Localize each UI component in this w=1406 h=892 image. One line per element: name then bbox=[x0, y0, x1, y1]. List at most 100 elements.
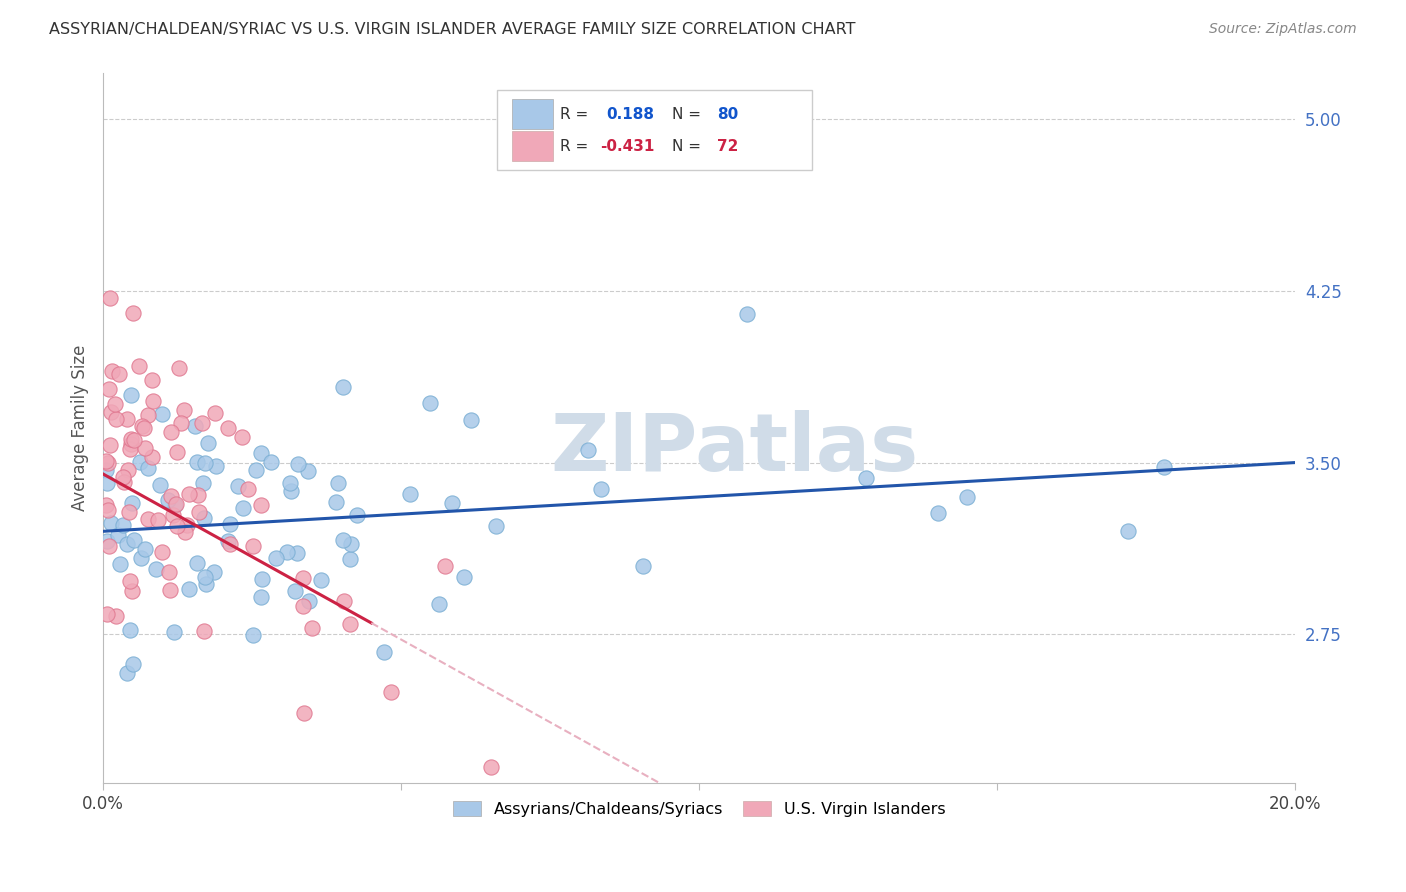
Point bbox=[142, 393, 165, 408]
Point bbox=[170, 416, 193, 430]
Point bbox=[96, 533, 118, 548]
Point bbox=[136, 511, 159, 525]
Point bbox=[101, 364, 124, 378]
Point bbox=[231, 430, 253, 444]
Text: 0.188: 0.188 bbox=[606, 106, 654, 121]
Point bbox=[100, 516, 122, 531]
Point bbox=[112, 475, 135, 490]
Point bbox=[250, 591, 273, 605]
Point bbox=[193, 476, 215, 491]
FancyBboxPatch shape bbox=[512, 131, 553, 161]
Point bbox=[131, 419, 153, 434]
Point bbox=[112, 518, 135, 533]
Point bbox=[136, 461, 159, 475]
Point bbox=[118, 574, 141, 588]
Point bbox=[156, 492, 179, 507]
Point bbox=[205, 458, 228, 473]
Point bbox=[219, 517, 242, 532]
Point bbox=[100, 438, 122, 452]
Point bbox=[956, 490, 979, 504]
Point bbox=[194, 456, 217, 470]
Point bbox=[250, 446, 273, 460]
Point bbox=[187, 488, 209, 502]
Point bbox=[157, 565, 180, 579]
Point bbox=[187, 505, 209, 519]
Text: ZIPatlas: ZIPatlas bbox=[551, 410, 920, 489]
Legend: Assyrians/Chaldeans/Syriacs, U.S. Virgin Islanders: Assyrians/Chaldeans/Syriacs, U.S. Virgin… bbox=[444, 793, 953, 825]
FancyBboxPatch shape bbox=[496, 90, 813, 170]
Text: ASSYRIAN/CHALDEAN/SYRIAC VS U.S. VIRGIN ISLANDER AVERAGE FAMILY SIZE CORRELATION: ASSYRIAN/CHALDEAN/SYRIAC VS U.S. VIRGIN … bbox=[49, 22, 856, 37]
Point bbox=[250, 498, 273, 512]
Point bbox=[173, 525, 195, 540]
Point bbox=[150, 407, 173, 421]
Text: 72: 72 bbox=[717, 139, 738, 153]
Point bbox=[242, 628, 264, 642]
Point bbox=[121, 495, 143, 509]
Point bbox=[346, 508, 368, 522]
Point bbox=[166, 445, 188, 459]
Point bbox=[332, 533, 354, 547]
Point bbox=[117, 463, 139, 477]
Point bbox=[104, 397, 127, 411]
Point bbox=[122, 533, 145, 547]
Point bbox=[232, 501, 254, 516]
Point bbox=[96, 607, 118, 621]
Point bbox=[128, 359, 150, 374]
Point bbox=[166, 519, 188, 533]
Point bbox=[193, 624, 215, 639]
Point bbox=[121, 306, 143, 320]
Point bbox=[280, 483, 302, 498]
Point bbox=[136, 408, 159, 422]
Point bbox=[479, 760, 502, 774]
FancyBboxPatch shape bbox=[512, 99, 553, 129]
Point bbox=[226, 478, 249, 492]
Text: R =: R = bbox=[560, 106, 593, 121]
Point bbox=[117, 537, 139, 551]
Point bbox=[484, 519, 506, 533]
Point bbox=[162, 508, 184, 522]
Text: N =: N = bbox=[672, 106, 700, 121]
Point bbox=[186, 556, 208, 570]
Point bbox=[195, 576, 218, 591]
Point bbox=[193, 511, 215, 525]
Point bbox=[129, 455, 152, 469]
Point bbox=[218, 537, 240, 551]
Point bbox=[160, 425, 183, 439]
Point bbox=[134, 441, 156, 455]
Point bbox=[339, 616, 361, 631]
Point bbox=[434, 559, 457, 574]
Point bbox=[252, 572, 274, 586]
Point bbox=[301, 621, 323, 635]
Point bbox=[186, 455, 208, 469]
Point bbox=[311, 573, 333, 587]
Point bbox=[291, 599, 314, 613]
Point bbox=[242, 539, 264, 553]
Point bbox=[118, 505, 141, 519]
Point bbox=[121, 584, 143, 599]
Point bbox=[217, 533, 239, 548]
Point bbox=[120, 432, 142, 446]
Point bbox=[120, 387, 142, 401]
Point bbox=[115, 666, 138, 681]
Point bbox=[236, 482, 259, 496]
Point bbox=[96, 476, 118, 491]
Point bbox=[134, 542, 156, 557]
Point bbox=[108, 367, 131, 381]
Point bbox=[204, 565, 226, 579]
Point bbox=[373, 645, 395, 659]
Point bbox=[398, 487, 420, 501]
Point bbox=[177, 487, 200, 501]
Point bbox=[453, 570, 475, 584]
Point bbox=[419, 396, 441, 410]
Point bbox=[285, 546, 308, 560]
Point bbox=[1153, 460, 1175, 475]
Point bbox=[94, 453, 117, 467]
Point bbox=[159, 489, 181, 503]
Point bbox=[339, 552, 361, 566]
Point bbox=[141, 373, 163, 387]
Text: -0.431: -0.431 bbox=[600, 139, 655, 153]
Point bbox=[325, 495, 347, 509]
Point bbox=[97, 503, 120, 517]
Point bbox=[332, 380, 354, 394]
Point bbox=[326, 475, 349, 490]
